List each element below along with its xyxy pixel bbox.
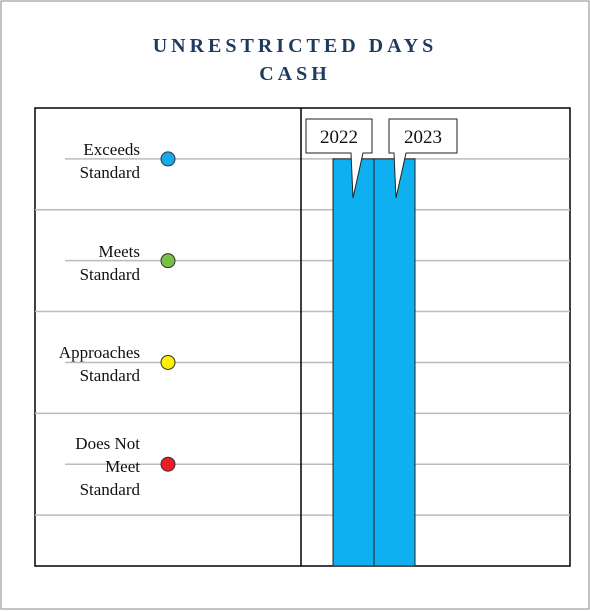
y-tick-label: Approaches Standard	[58, 343, 140, 386]
y-tick-label: Exceeds Standard	[79, 139, 140, 182]
bar	[373, 158, 416, 567]
bar	[332, 158, 375, 567]
callout	[305, 118, 373, 199]
category-label: 2022	[320, 127, 358, 148]
level-dot	[160, 253, 176, 269]
y-tick-label: Does Not Meet Standard	[75, 433, 140, 499]
category-label: 2023	[404, 127, 442, 148]
plot-area	[34, 107, 571, 567]
callout	[388, 118, 458, 199]
level-dot	[160, 456, 176, 472]
level-dot	[160, 151, 176, 167]
chart-title: UNRESTRICTED DAYS CASH	[153, 35, 438, 85]
y-tick-label: Meets Standard	[79, 241, 140, 284]
level-dot	[160, 354, 176, 370]
